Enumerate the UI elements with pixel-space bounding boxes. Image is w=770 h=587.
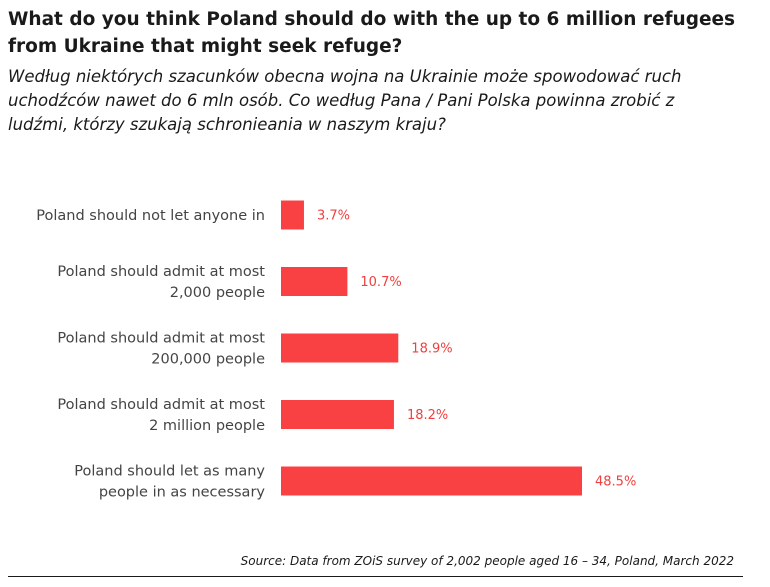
category-label-4-line-1: people in as necessary <box>99 485 266 501</box>
bar-1 <box>281 267 348 296</box>
chart-title: What do you think Poland should do with … <box>8 9 736 57</box>
bar-3 <box>281 400 394 429</box>
category-label-3-line-1: 2 million people <box>149 418 265 434</box>
value-label-1: 10.7% <box>360 275 401 290</box>
bottom-divider <box>8 576 743 577</box>
bar-4 <box>281 466 582 496</box>
bar-0 <box>281 200 304 230</box>
value-label-4: 48.5% <box>595 475 636 490</box>
value-label-2: 18.9% <box>411 342 452 357</box>
bar-2 <box>281 333 399 363</box>
value-label-3: 18.2% <box>407 408 448 423</box>
category-label-0-line-0: Poland should not let anyone in <box>36 208 265 224</box>
category-label-3-line-0: Poland should admit at most <box>57 397 265 413</box>
category-label-4-line-0: Poland should let as many <box>74 464 265 480</box>
category-label-1-line-1: 2,000 people <box>170 285 265 301</box>
chart-subtitle: Według niektórych szacunków obecna wojna… <box>8 67 682 134</box>
category-label-2-line-1: 200,000 people <box>151 352 265 368</box>
value-label-0: 3.7% <box>317 209 350 224</box>
source-note: Source: Data from ZOiS survey of 2,002 p… <box>240 554 734 568</box>
category-label-2-line-0: Poland should admit at most <box>57 331 265 347</box>
category-label-1-line-0: Poland should admit at most <box>57 264 265 280</box>
